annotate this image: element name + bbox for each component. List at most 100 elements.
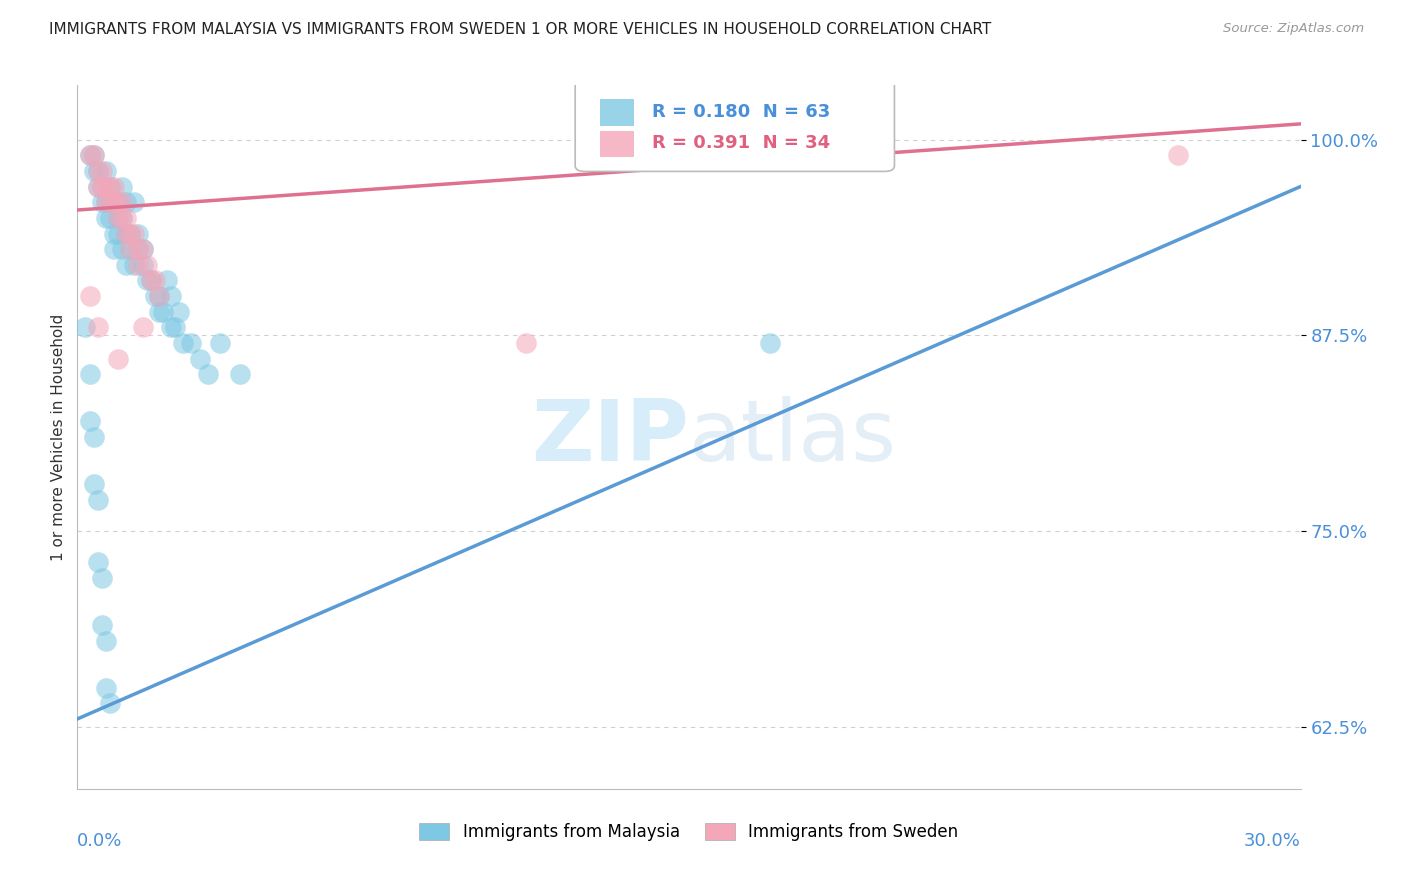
Point: [120, 227, 142, 241]
Point: [107, 211, 129, 225]
Point: [111, 195, 134, 210]
Point: [120, 227, 142, 241]
Point: [143, 273, 166, 287]
Point: [98, 179, 121, 194]
Point: [131, 258, 153, 272]
Point: [87, 179, 110, 194]
Point: [98, 195, 121, 210]
Point: [139, 273, 162, 287]
Point: [115, 227, 138, 241]
Point: [90, 179, 112, 194]
Point: [103, 195, 125, 210]
Text: R = 0.180  N = 63: R = 0.180 N = 63: [652, 103, 831, 120]
Point: [90, 195, 112, 210]
Point: [90, 618, 112, 632]
Point: [83, 164, 105, 178]
Point: [148, 289, 170, 303]
Point: [131, 242, 153, 256]
Point: [127, 242, 149, 256]
Point: [152, 305, 174, 319]
Point: [169, 305, 191, 319]
Point: [208, 336, 231, 351]
Point: [188, 351, 211, 366]
Point: [94, 633, 117, 648]
Point: [103, 195, 125, 210]
Point: [115, 195, 138, 210]
Point: [87, 164, 110, 178]
Point: [127, 242, 149, 256]
Point: [115, 227, 138, 241]
Point: [107, 195, 129, 210]
Point: [83, 148, 105, 162]
Legend: Immigrants from Malaysia, Immigrants from Sweden: Immigrants from Malaysia, Immigrants fro…: [413, 816, 965, 848]
Point: [83, 477, 105, 491]
Point: [87, 492, 110, 507]
Point: [94, 195, 117, 210]
Point: [79, 368, 101, 382]
Text: 30.0%: 30.0%: [1244, 831, 1301, 850]
Point: [103, 179, 125, 194]
Point: [229, 368, 252, 382]
Point: [107, 211, 129, 225]
Point: [90, 571, 112, 585]
Point: [131, 242, 153, 256]
Point: [124, 195, 146, 210]
Text: R = 0.391  N = 34: R = 0.391 N = 34: [652, 134, 831, 153]
Point: [79, 414, 101, 428]
Point: [87, 555, 110, 569]
Point: [87, 179, 110, 194]
Y-axis label: 1 or more Vehicles in Household: 1 or more Vehicles in Household: [51, 313, 66, 561]
Point: [127, 258, 149, 272]
Point: [103, 242, 125, 256]
Point: [94, 681, 117, 695]
FancyBboxPatch shape: [599, 99, 634, 126]
Point: [124, 227, 146, 241]
Point: [94, 195, 117, 210]
Point: [143, 289, 166, 303]
Point: [98, 179, 121, 194]
Point: [160, 320, 183, 334]
Point: [103, 227, 125, 241]
Point: [111, 211, 134, 225]
Point: [1167, 148, 1189, 162]
Text: IMMIGRANTS FROM MALAYSIA VS IMMIGRANTS FROM SWEDEN 1 OR MORE VEHICLES IN HOUSEHO: IMMIGRANTS FROM MALAYSIA VS IMMIGRANTS F…: [49, 22, 991, 37]
Point: [180, 336, 202, 351]
Point: [124, 258, 146, 272]
Point: [98, 696, 121, 710]
Point: [148, 305, 170, 319]
Point: [135, 258, 157, 272]
Text: ZIP: ZIP: [531, 395, 689, 479]
Point: [107, 351, 129, 366]
Point: [79, 148, 101, 162]
Point: [111, 179, 134, 194]
Point: [94, 179, 117, 194]
Point: [107, 195, 129, 210]
Point: [87, 320, 110, 334]
Point: [160, 289, 183, 303]
FancyBboxPatch shape: [599, 130, 634, 157]
Point: [90, 179, 112, 194]
Point: [83, 148, 105, 162]
Point: [120, 242, 142, 256]
Point: [197, 368, 219, 382]
Point: [90, 164, 112, 178]
Point: [135, 273, 157, 287]
Point: [87, 164, 110, 178]
Point: [79, 148, 101, 162]
Point: [115, 211, 138, 225]
Point: [148, 289, 170, 303]
Point: [98, 211, 121, 225]
Point: [127, 227, 149, 241]
Point: [759, 336, 782, 351]
Point: [75, 320, 97, 334]
Point: [94, 211, 117, 225]
Text: atlas: atlas: [689, 395, 897, 479]
Point: [165, 320, 187, 334]
Point: [156, 273, 179, 287]
Point: [94, 164, 117, 178]
Point: [107, 227, 129, 241]
Point: [131, 320, 153, 334]
Point: [172, 336, 194, 351]
Point: [111, 211, 134, 225]
Point: [115, 258, 138, 272]
